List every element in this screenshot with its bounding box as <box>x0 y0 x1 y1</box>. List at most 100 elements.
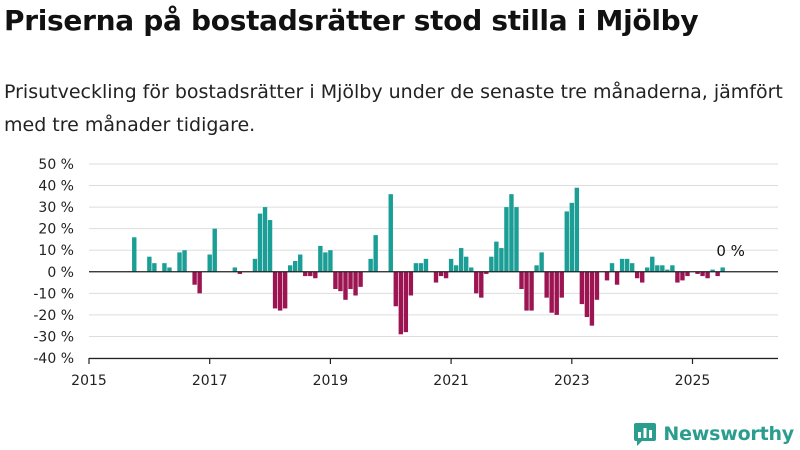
bar[interactable] <box>529 271 534 311</box>
bar[interactable] <box>463 256 469 272</box>
bar[interactable] <box>308 271 313 277</box>
bar[interactable] <box>453 265 459 272</box>
bar[interactable] <box>182 250 187 272</box>
bar[interactable] <box>282 271 288 309</box>
bar[interactable] <box>614 271 620 285</box>
bar[interactable] <box>413 263 419 272</box>
bar[interactable] <box>469 267 474 272</box>
bar[interactable] <box>655 265 660 272</box>
bar[interactable] <box>594 271 600 300</box>
bar[interactable] <box>368 258 373 272</box>
bar[interactable] <box>408 271 414 296</box>
newsworthy-brand[interactable]: Newsworthy <box>633 418 794 450</box>
bar[interactable] <box>458 248 464 272</box>
bar[interactable] <box>650 256 655 272</box>
bar[interactable] <box>353 271 358 296</box>
bar[interactable] <box>675 271 680 283</box>
bar[interactable] <box>443 271 449 279</box>
bar[interactable] <box>710 269 715 272</box>
bar[interactable] <box>499 248 504 272</box>
bar[interactable] <box>343 271 348 300</box>
bar[interactable] <box>554 271 559 315</box>
bar[interactable] <box>700 271 705 277</box>
bar[interactable] <box>609 263 615 272</box>
bar[interactable] <box>287 265 293 272</box>
bar[interactable] <box>348 271 353 290</box>
bar[interactable] <box>192 271 197 285</box>
bar[interactable] <box>152 263 157 272</box>
bar[interactable] <box>720 267 725 272</box>
bar[interactable] <box>388 194 393 272</box>
bar[interactable] <box>680 271 685 281</box>
bar[interactable] <box>448 258 454 272</box>
bar[interactable] <box>303 271 308 277</box>
bar[interactable] <box>298 254 303 272</box>
bar[interactable] <box>403 271 409 333</box>
bar[interactable] <box>167 267 172 272</box>
bar[interactable] <box>569 202 575 272</box>
bar[interactable] <box>398 271 404 335</box>
bar[interactable] <box>197 271 202 294</box>
bar[interactable] <box>232 267 238 272</box>
bar[interactable] <box>564 211 569 272</box>
bar[interactable] <box>685 271 690 277</box>
bar[interactable] <box>534 265 539 272</box>
bar[interactable] <box>640 271 645 283</box>
bar[interactable] <box>549 271 554 313</box>
bar[interactable] <box>177 252 182 272</box>
bar[interactable] <box>705 271 710 279</box>
bar[interactable] <box>634 271 640 279</box>
bar[interactable] <box>665 269 670 272</box>
bar[interactable] <box>539 252 544 272</box>
bar[interactable] <box>433 271 439 283</box>
bar[interactable] <box>423 258 429 272</box>
bar[interactable] <box>272 271 278 309</box>
bar[interactable] <box>338 271 343 292</box>
bar[interactable] <box>162 263 167 272</box>
bar[interactable] <box>147 256 152 272</box>
bar[interactable] <box>318 245 323 272</box>
bar[interactable] <box>237 271 243 274</box>
bar[interactable] <box>474 271 479 294</box>
bar[interactable] <box>313 271 318 279</box>
bar[interactable] <box>479 271 484 298</box>
bar[interactable] <box>207 254 212 272</box>
bar[interactable] <box>645 267 650 272</box>
bar[interactable] <box>544 271 549 298</box>
bar[interactable] <box>277 271 283 311</box>
bar[interactable] <box>519 271 524 290</box>
bar[interactable] <box>670 265 675 272</box>
bar[interactable] <box>660 265 665 272</box>
bar[interactable] <box>257 213 263 272</box>
bar[interactable] <box>373 235 378 272</box>
bar[interactable] <box>504 207 509 272</box>
bar[interactable] <box>715 271 720 277</box>
bar[interactable] <box>624 258 630 272</box>
bar[interactable] <box>489 256 494 272</box>
bar[interactable] <box>509 194 514 272</box>
bar[interactable] <box>484 271 489 274</box>
bar[interactable] <box>695 271 700 274</box>
bar[interactable] <box>584 271 590 318</box>
bar[interactable] <box>629 263 635 272</box>
bar[interactable] <box>292 261 298 272</box>
bar[interactable] <box>579 271 585 305</box>
bar[interactable] <box>438 271 444 277</box>
bar[interactable] <box>524 271 529 311</box>
bar[interactable] <box>252 258 258 272</box>
bar[interactable] <box>574 187 580 272</box>
bar[interactable] <box>328 250 333 272</box>
bar[interactable] <box>589 271 595 326</box>
bar[interactable] <box>333 271 338 290</box>
bar[interactable] <box>267 220 273 272</box>
bar[interactable] <box>262 207 268 272</box>
bar[interactable] <box>494 241 499 272</box>
bar[interactable] <box>559 271 564 298</box>
bar[interactable] <box>418 263 424 272</box>
bar[interactable] <box>514 207 519 272</box>
bar[interactable] <box>132 237 137 272</box>
bar[interactable] <box>323 252 328 272</box>
bar[interactable] <box>212 228 217 272</box>
bar[interactable] <box>393 271 398 307</box>
bar[interactable] <box>619 258 625 272</box>
